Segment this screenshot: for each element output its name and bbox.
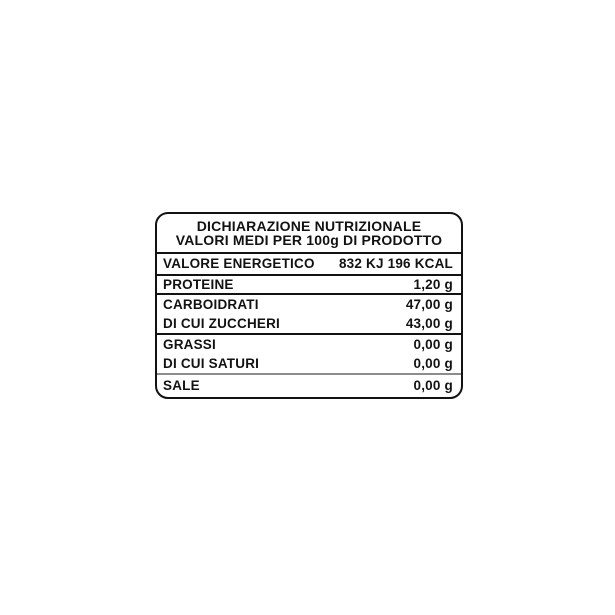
nutrient-row-proteins: PROTEINE 1,20 g <box>157 276 461 293</box>
nutrient-name: CARBOIDRATI <box>163 296 259 312</box>
nutrient-value: 832 KJ 196 KCAL <box>338 256 453 272</box>
nutrient-row-fats: GRASSI 0,00 g <box>157 335 461 354</box>
nutrient-name: SALE <box>163 378 200 394</box>
nutrient-name: VALORE ENERGETICO <box>163 256 315 272</box>
nutrient-name: DI CUI SATURI <box>163 355 260 371</box>
nutrient-row-sugars: DI CUI ZUCCHERI 43,00 g <box>157 314 461 333</box>
header-title: DICHIARAZIONE NUTRIZIONALE <box>196 217 422 234</box>
nutrient-value: 1,20 g <box>413 276 453 292</box>
table-header: DICHIARAZIONE NUTRIZIONALE VALORI MEDI P… <box>157 214 461 252</box>
nutrient-row-saturates: DI CUI SATURI 0,00 g <box>157 354 461 373</box>
row-separator <box>157 293 461 295</box>
row-separator-light <box>157 373 461 375</box>
nutrient-name: PROTEINE <box>163 276 234 292</box>
row-separator <box>157 333 461 335</box>
header-subtitle: VALORI MEDI PER 100g DI PRODOTTO <box>175 232 443 248</box>
nutrient-value: 0,00 g <box>413 355 453 371</box>
row-separator <box>157 252 461 254</box>
nutrient-name: GRASSI <box>163 336 216 352</box>
nutrient-row-energy: VALORE ENERGETICO 832 KJ 196 KCAL <box>157 254 461 274</box>
nutrient-value: 43,00 g <box>405 315 453 331</box>
row-separator <box>157 274 461 276</box>
nutrient-value: 0,00 g <box>413 378 453 394</box>
nutrient-row-carbohydrates: CARBOIDRATI 47,00 g <box>157 295 461 314</box>
nutrient-row-salt: SALE 0,00 g <box>157 375 461 397</box>
nutrition-declaration-table: DICHIARAZIONE NUTRIZIONALE VALORI MEDI P… <box>155 212 463 399</box>
nutrient-value: 0,00 g <box>413 336 453 352</box>
nutrient-name: DI CUI ZUCCHERI <box>163 315 280 331</box>
nutrient-value: 47,00 g <box>405 296 453 312</box>
